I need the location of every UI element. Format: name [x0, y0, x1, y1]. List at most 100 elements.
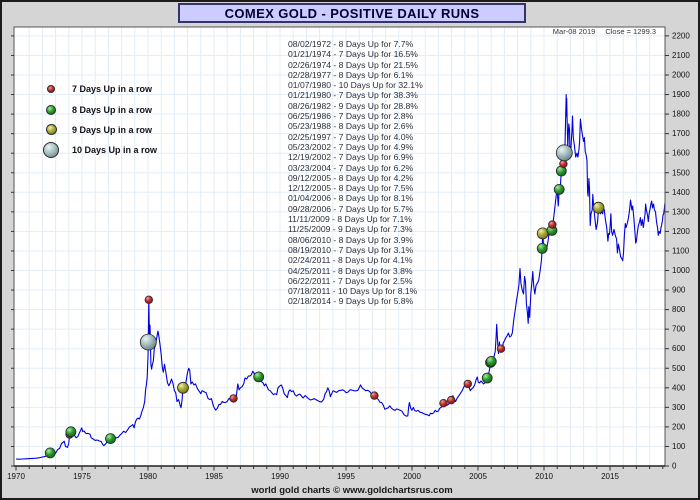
y-tick-label: 500 — [672, 364, 686, 373]
run-annotation-line: 01/21/1974 - 7 Days Up for 16.5% — [288, 49, 418, 60]
y-tick-label: 1700 — [672, 129, 690, 138]
x-tick-label: 1975 — [73, 472, 91, 481]
y-tick-label: 900 — [672, 286, 686, 295]
quote-info: Mar-08 2019 Close = 1299.3 — [553, 27, 656, 36]
10-days-up-marker-icon — [139, 333, 157, 351]
y-tick-label: 2000 — [672, 71, 690, 80]
run-annotation-line: 02/25/1997 - 7 Days Up for 4.0% — [288, 131, 414, 142]
x-tick-label: 2015 — [601, 472, 619, 481]
legend-label: 10 Days Up in a row — [72, 145, 158, 156]
run-annotation-line: 02/28/1977 - 8 Days Up for 6.1% — [288, 69, 414, 80]
9-days-up-marker-icon — [177, 381, 189, 394]
x-tick-label: 1970 — [7, 472, 25, 481]
y-tick-label: 800 — [672, 305, 686, 314]
quote-close: Close = 1299.3 — [605, 27, 656, 36]
quote-date: Mar-08 2019 — [552, 27, 596, 36]
legend-row-8-days: 8 Days Up in a row — [38, 99, 188, 119]
run-annotation-line: 08/19/2010 - 7 Days Up for 3.1% — [288, 244, 414, 255]
x-tick-label: 2010 — [535, 472, 553, 481]
7-days-up-sphere-icon — [47, 85, 55, 94]
run-annotation-line: 09/28/2006 - 7 Days Up for 5.7% — [288, 203, 414, 214]
x-tick-label: 1980 — [139, 472, 157, 481]
run-annotation-line: 01/04/2006 - 8 Days Up for 8.1% — [288, 193, 414, 204]
7-days-up-marker-icon — [463, 379, 472, 389]
7-days-up-marker-icon — [439, 399, 448, 408]
7-days-up-marker-icon — [229, 394, 238, 403]
y-tick-label: 1300 — [672, 207, 690, 216]
y-tick-label: 600 — [672, 344, 686, 353]
7-days-up-marker-icon — [496, 344, 506, 353]
7-days-up-marker-icon — [548, 220, 557, 229]
7-days-up-marker-icon — [144, 295, 153, 304]
y-tick-label: 1100 — [672, 246, 690, 255]
axis-ticks — [11, 35, 669, 471]
x-tick-label: 1990 — [271, 472, 289, 481]
run-annotation-line: 01/07/1980 - 10 Days Up for 32.1% — [288, 80, 423, 91]
7-days-up-marker-icon — [370, 391, 379, 400]
run-annotation-line: 06/25/1986 - 7 Days Up for 2.8% — [288, 111, 414, 122]
chart-title: COMEX GOLD - POSITIVE DAILY RUNS — [224, 5, 480, 21]
y-tick-label: 700 — [672, 325, 686, 334]
grid-lines — [14, 27, 665, 466]
7-days-up-marker-icon — [447, 395, 456, 405]
y-tick-label: 0 — [672, 462, 677, 471]
y-tick-label: 1200 — [672, 227, 690, 236]
run-annotation-line: 11/11/2009 - 8 Days Up for 7.1% — [288, 214, 412, 225]
gold-price-line — [15, 94, 665, 460]
run-annotation-line: 01/21/1980 - 7 Days Up for 38.3% — [288, 90, 418, 101]
run-annotation-line: 12/12/2005 - 8 Days Up for 7.5% — [288, 183, 414, 194]
run-annotations-list: 08/02/1972 - 8 Days Up for 7.7% 01/21/197… — [288, 39, 473, 307]
y-tick-label: 1400 — [672, 188, 690, 197]
run-annotation-line: 12/19/2002 - 7 Days Up for 6.9% — [288, 152, 414, 163]
8-days-up-marker-icon — [536, 242, 548, 254]
y-tick-label: 300 — [672, 403, 686, 412]
legend-label: 9 Days Up in a row — [72, 124, 153, 135]
y-tick-label: 1500 — [672, 168, 690, 177]
run-annotation-line: 05/23/1988 - 8 Days Up for 2.6% — [288, 121, 414, 132]
legend-label: 7 Days Up in a row — [72, 84, 153, 95]
y-tick-label: 400 — [672, 383, 686, 392]
10-days-up-marker-icon — [555, 144, 573, 162]
run-annotation-line: 02/26/1974 - 8 Days Up for 21.5% — [288, 59, 418, 70]
run-annotation-line: 11/25/2009 - 9 Days Up for 7.3% — [288, 224, 413, 235]
legend: 7 Days Up in a row 8 Days Up in a row 9 Da… — [38, 79, 188, 161]
chart-title-bar: COMEX GOLD - POSITIVE DAILY RUNS — [178, 3, 526, 23]
8-days-up-marker-icon — [553, 183, 565, 195]
9-days-up-marker-icon — [536, 227, 549, 240]
legend-row-10-days: 10 Days Up in a row — [38, 140, 188, 160]
run-annotation-line: 02/24/2011 - 8 Days Up for 4.1% — [288, 255, 413, 266]
y-tick-label: 1000 — [672, 266, 690, 275]
run-annotation-line: 07/18/2011 - 10 Days Up for 8.1% — [288, 286, 418, 297]
run-annotation-line: 06/22/2011 - 7 Days Up for 2.5% — [288, 275, 413, 286]
x-tick-label: 2005 — [469, 472, 487, 481]
8-days-up-marker-icon — [44, 447, 56, 459]
y-tick-label: 200 — [672, 422, 686, 431]
8-days-up-marker-icon — [485, 355, 497, 367]
run-annotation-line: 03/23/2004 - 7 Days Up for 6.2% — [288, 162, 414, 173]
y-tick-label: 2100 — [672, 51, 690, 60]
run-annotation-line: 09/12/2005 - 8 Days Up for 4.2% — [288, 172, 414, 183]
plot-area — [14, 27, 665, 466]
run-annotation-line: 08/26/1982 - 9 Days Up for 28.8% — [288, 100, 418, 111]
8-days-up-marker-icon — [105, 433, 116, 445]
run-markers — [44, 144, 605, 459]
run-annotation-line: 08/02/1972 - 8 Days Up for 7.7% — [288, 39, 414, 49]
9-days-up-sphere-icon — [45, 124, 57, 136]
copyright-text: world gold charts © www.goldchartsrus.co… — [251, 485, 453, 496]
run-annotation-line: 08/06/2010 - 8 Days Up for 3.9% — [288, 234, 414, 245]
9-days-up-marker-icon — [592, 201, 605, 214]
legend-row-7-days: 7 Days Up in a row — [38, 79, 188, 99]
10-days-up-sphere-icon — [43, 142, 59, 159]
run-annotation-line: 05/23/2002 - 7 Days Up for 4.9% — [288, 141, 414, 152]
y-tick-label: 1800 — [672, 110, 690, 119]
x-tick-label: 2000 — [403, 472, 421, 481]
y-tick-label: 100 — [672, 442, 686, 451]
8-days-up-marker-icon — [65, 426, 77, 438]
y-tick-label: 2200 — [672, 31, 690, 40]
y-tick-label: 1900 — [672, 90, 690, 99]
8-days-up-marker-icon — [253, 371, 265, 383]
legend-row-9-days: 9 Days Up in a row — [38, 120, 188, 140]
run-annotation-line: 04/25/2011 - 8 Days Up for 3.8% — [288, 265, 413, 276]
8-days-up-sphere-icon — [46, 104, 56, 115]
